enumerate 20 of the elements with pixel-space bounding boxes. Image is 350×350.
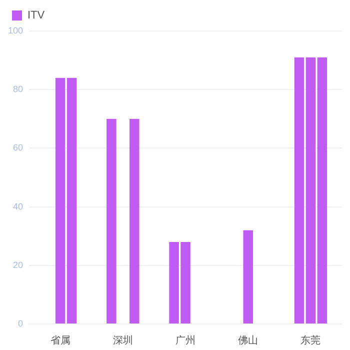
x-tick-label: 广州 — [176, 334, 196, 347]
x-tick-label: 佛山 — [238, 334, 258, 347]
x-tick-label: 深圳 — [112, 334, 133, 347]
y-tick-label: 20 — [13, 260, 24, 270]
bar — [294, 57, 304, 324]
legend-label: ITV — [28, 10, 46, 22]
y-tick-label: 0 — [18, 318, 24, 328]
x-tick-label: 东莞 — [300, 334, 321, 347]
bar — [130, 118, 140, 324]
bar — [106, 118, 116, 324]
y-tick-label: 80 — [13, 84, 24, 94]
bar — [55, 78, 66, 324]
bar — [306, 57, 316, 324]
y-tick-label: 100 — [8, 25, 24, 36]
bar — [66, 78, 77, 324]
y-tick-label: 60 — [13, 142, 24, 153]
x-tick-label: 省属 — [50, 334, 70, 347]
y-tick-label: 40 — [13, 201, 24, 212]
bar — [317, 57, 328, 324]
bar — [243, 230, 253, 324]
